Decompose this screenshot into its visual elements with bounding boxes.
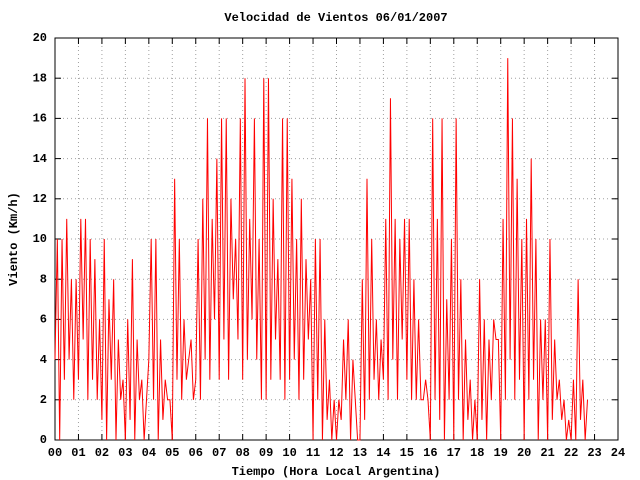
y-tick-label: 16 xyxy=(33,112,47,126)
x-tick-label: 22 xyxy=(564,446,578,460)
x-tick-label: 09 xyxy=(259,446,273,460)
x-tick-label: 10 xyxy=(282,446,296,460)
x-tick-label: 23 xyxy=(587,446,601,460)
x-tick-label: 21 xyxy=(540,446,554,460)
x-axis-label: Tiempo (Hora Local Argentina) xyxy=(232,465,441,479)
y-tick-label: 14 xyxy=(33,152,47,166)
x-tick-label: 07 xyxy=(212,446,226,460)
x-tick-label: 03 xyxy=(118,446,132,460)
x-tick-label: 18 xyxy=(470,446,484,460)
y-tick-label: 12 xyxy=(33,192,47,206)
y-tick-label: 20 xyxy=(33,31,47,45)
chart-title: Velocidad de Vientos 06/01/2007 xyxy=(224,11,447,25)
x-tick-label: 00 xyxy=(48,446,62,460)
x-tick-label: 01 xyxy=(71,446,85,460)
x-tick-label: 15 xyxy=(400,446,414,460)
x-tick-label: 17 xyxy=(447,446,461,460)
x-tick-label: 24 xyxy=(611,446,625,460)
x-tick-label: 04 xyxy=(142,446,156,460)
y-tick-label: 10 xyxy=(33,232,47,246)
y-tick-label: 6 xyxy=(40,313,47,327)
x-tick-label: 13 xyxy=(353,446,367,460)
y-axis-label: Viento (Km/h) xyxy=(7,192,21,286)
x-tick-label: 05 xyxy=(165,446,179,460)
x-tick-label: 14 xyxy=(376,446,390,460)
y-tick-label: 4 xyxy=(40,353,47,367)
x-tick-label: 08 xyxy=(235,446,249,460)
y-tick-label: 8 xyxy=(40,272,47,286)
x-tick-label: 06 xyxy=(189,446,203,460)
x-tick-label: 12 xyxy=(329,446,343,460)
x-tick-label: 11 xyxy=(306,446,320,460)
y-tick-label: 0 xyxy=(40,433,47,447)
x-tick-label: 16 xyxy=(423,446,437,460)
x-tick-label: 20 xyxy=(517,446,531,460)
x-tick-label: 02 xyxy=(95,446,109,460)
data-line xyxy=(54,58,588,441)
x-tick-label: 19 xyxy=(494,446,508,460)
y-tick-label: 18 xyxy=(33,71,47,85)
y-tick-label: 2 xyxy=(40,393,47,407)
